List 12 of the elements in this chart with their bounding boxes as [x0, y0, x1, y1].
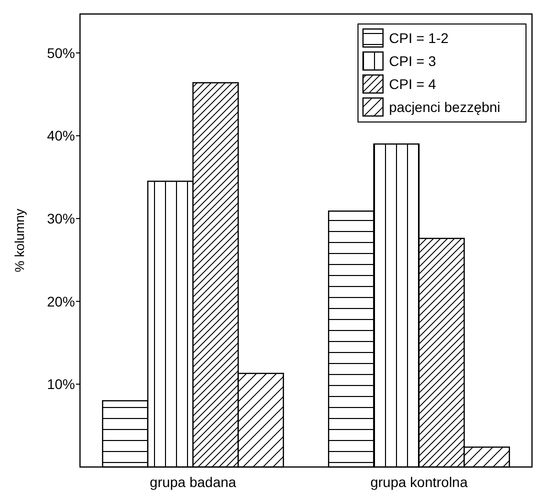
- y-tick-label: 30%: [46, 210, 75, 226]
- legend-label: pacjenci bezzębni: [389, 98, 500, 115]
- x-tick-label: grupa kontrolna: [370, 474, 468, 490]
- y-tick-label: 10%: [46, 376, 75, 392]
- y-tick-label: 50%: [46, 44, 75, 61]
- legend-label: CPI = 3: [389, 52, 436, 69]
- x-tick-label: grupa badana: [150, 474, 236, 490]
- legend-label: CPI = 1-2: [389, 30, 449, 46]
- y-tick-label: 20%: [46, 293, 75, 310]
- y-tick-label: 40%: [46, 128, 75, 144]
- y-axis-title: % kolumny: [12, 208, 27, 272]
- legend-label: CPI = 4: [389, 76, 436, 92]
